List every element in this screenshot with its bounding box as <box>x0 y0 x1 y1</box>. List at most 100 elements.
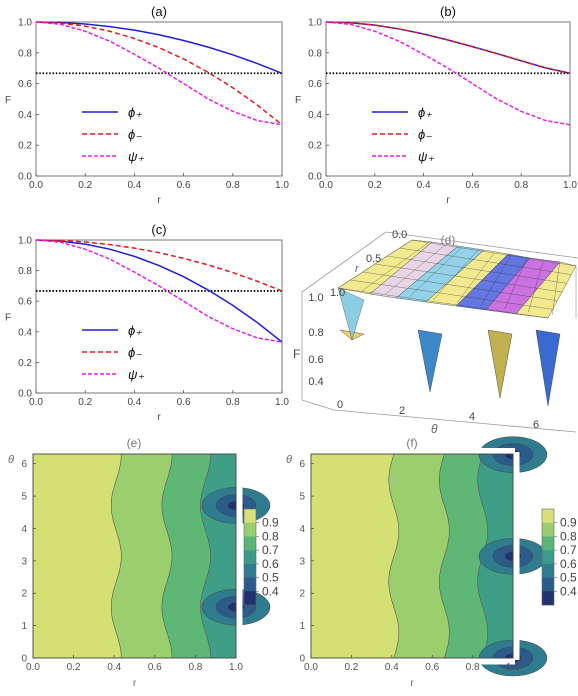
surface-dip-3 <box>487 329 513 399</box>
right-margin-mask <box>236 452 243 660</box>
colorbar-swatch <box>244 563 256 578</box>
z-axis-label: F <box>293 347 300 361</box>
series-line-2 <box>35 21 283 126</box>
y-axis-label: F <box>5 313 11 324</box>
y-tick-label: 0.2 <box>308 141 322 152</box>
z-tick-label: 0.4 <box>308 376 323 388</box>
contour-band-1 <box>311 454 399 658</box>
surface-mesh-line <box>433 250 478 301</box>
x-axis-label: r <box>157 195 161 206</box>
colorbar-swatch <box>244 536 256 551</box>
x-tick-label: 0.6 <box>177 397 191 408</box>
box-top-edge <box>301 231 578 293</box>
colorbar-swatch <box>542 577 554 592</box>
y-tick-label: 1.0 <box>18 236 32 247</box>
contour-band-3 <box>439 454 488 658</box>
plot-frame <box>35 239 283 394</box>
series-line-2 <box>325 21 571 75</box>
legend-label-2: ϕ₋ <box>418 127 432 142</box>
colorbar-swatch <box>244 591 256 606</box>
colorbar-swatch <box>244 509 256 524</box>
colorbar-label: 0.9 <box>560 516 577 530</box>
series-line-3 <box>35 239 283 343</box>
series-line-3 <box>35 21 283 126</box>
r-tick-label: 0.0 <box>392 229 407 241</box>
top-margin-mask <box>33 448 238 454</box>
colorbar-swatch <box>542 591 554 606</box>
bottom-margin-mask <box>311 658 515 665</box>
series-line-1 <box>325 21 571 75</box>
surface-mesh-line <box>480 255 511 307</box>
y-tick-label: 1 <box>21 621 27 632</box>
colorbar-swatch <box>244 577 256 592</box>
contour-band-3 <box>161 454 211 658</box>
surface-mesh-line <box>411 239 577 267</box>
legend-label-2: ϕ₋ <box>128 127 142 142</box>
colorbar-label: 0.8 <box>560 529 577 543</box>
legend-label-1: ϕ₊ <box>128 323 142 338</box>
legend-label-2: ϕ₋ <box>128 345 142 360</box>
colorbar-label: 0.5 <box>560 571 577 585</box>
x-axis-label: r <box>410 678 414 689</box>
box-bottom-edge <box>333 409 577 433</box>
theta-axis-label: θ <box>431 422 438 436</box>
contour-line <box>438 453 450 659</box>
plot-frame <box>310 453 514 659</box>
x-tick-label: 1.0 <box>275 180 289 191</box>
surface-dip-2 <box>417 329 443 393</box>
x-tick-label: 0.6 <box>465 180 479 191</box>
colorbar-label: 0.4 <box>262 584 279 598</box>
x-tick-label: 0.8 <box>188 662 202 673</box>
colorbar-label: 0.7 <box>262 543 279 557</box>
legend-label-1: ϕ₊ <box>128 105 142 120</box>
x-axis-label: r <box>157 412 161 423</box>
surface-mesh-line <box>399 247 572 275</box>
y-axis-label: θ <box>286 454 292 466</box>
box-bottom-left-edge <box>301 399 335 411</box>
series-line-1 <box>35 21 283 74</box>
y-tick-label: 3 <box>299 556 305 567</box>
legend-label-1: ϕ₊ <box>418 105 432 120</box>
x-tick-label: 0.0 <box>319 180 333 191</box>
y-tick-label: 6 <box>21 459 27 470</box>
contour-band-2 <box>388 454 450 658</box>
contour-band-1 <box>33 454 122 658</box>
plot-frame <box>35 21 283 177</box>
surface-mesh-line <box>387 255 567 284</box>
colorbar-swatch <box>244 550 256 565</box>
x-tick-label: 0.0 <box>26 662 40 673</box>
z-tick-label: 0.8 <box>308 327 323 339</box>
panel-a-line-chart: 0.0 0.2 0.4 0.6 0.8 1.0 0.0 0.2 0.4 0.6 0.8 1.0 r F (a… <box>5 4 289 206</box>
y-tick-label: 0.6 <box>18 297 32 308</box>
plot-frame <box>32 453 237 659</box>
top-margin-mask <box>311 448 515 454</box>
x-tick-label: 0.2 <box>78 180 92 191</box>
x-tick-label: 0.4 <box>127 180 141 191</box>
surface-mesh-line <box>504 258 527 310</box>
y-tick-label: 2 <box>299 589 305 600</box>
y-tick-label: 5 <box>21 492 27 503</box>
surface-mesh-line <box>337 287 549 319</box>
y-axis-label: θ <box>8 454 14 466</box>
colorbar-label: 0.9 <box>262 516 279 530</box>
panel-title: (b) <box>440 4 456 19</box>
r-axis-label: r <box>355 263 360 275</box>
theta-tick-label: 4 <box>469 411 475 423</box>
surface-mesh-line <box>528 260 544 313</box>
x-tick-label: 0.4 <box>385 662 399 673</box>
y-tick-label: 1 <box>299 621 305 632</box>
legend-label-3: ψ₊ <box>128 367 144 382</box>
x-tick-label: 0.8 <box>226 397 240 408</box>
surface-mesh-line <box>409 247 462 298</box>
x-tick-label: 0.2 <box>67 662 81 673</box>
r-tick-label: 1.0 <box>330 287 345 299</box>
contour-band-2 <box>111 454 173 658</box>
y-tick-label: 0 <box>299 654 305 665</box>
x-tick-label: 0.6 <box>177 180 191 191</box>
y-tick-label: 3 <box>21 556 27 567</box>
surface-mesh-line <box>552 263 560 316</box>
y-tick-label: 5 <box>299 492 305 503</box>
y-tick-label: 0.6 <box>308 79 322 90</box>
x-tick-label: 0.4 <box>417 180 431 191</box>
